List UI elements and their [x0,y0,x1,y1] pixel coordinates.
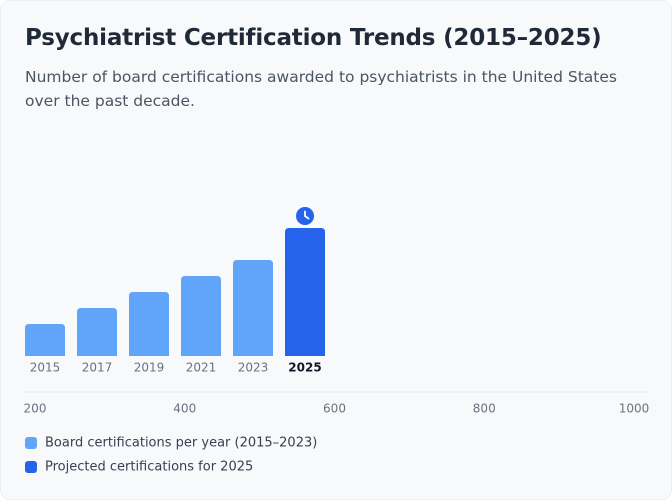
bar [129,292,169,356]
bar [25,324,65,356]
projection-icon [296,207,314,225]
chart-subtitle: Number of board certifications awarded t… [25,68,617,110]
bar [77,308,117,356]
legend-swatch [25,437,37,449]
x-axis-tick-label: 800 [473,402,496,416]
x-axis-tick-label: 600 [323,402,346,416]
x-tick-label: 2021 [186,361,217,375]
icon-hands [304,210,310,220]
x-axis-tick-label: 200 [24,402,47,416]
legend-label: Projected certifications for 2025 [45,460,253,475]
legend-label: Board certifications per year (2015–2023… [45,436,317,451]
x-axis-tick-label: 1000 [619,402,650,416]
x-tick-label: 2017 [82,361,113,375]
chart-title: Psychiatrist Certification Trends (2015–… [25,25,602,51]
x-tick-label: 2015 [30,361,61,375]
x-tick-label: 2023 [238,361,269,375]
bar [181,276,221,356]
x-axis-tick-label: 400 [173,402,196,416]
legend-swatch [25,461,37,473]
x-tick-label: 2025 [288,361,321,375]
bar [285,228,325,356]
x-tick-label: 2019 [134,361,165,375]
bar [233,260,273,356]
